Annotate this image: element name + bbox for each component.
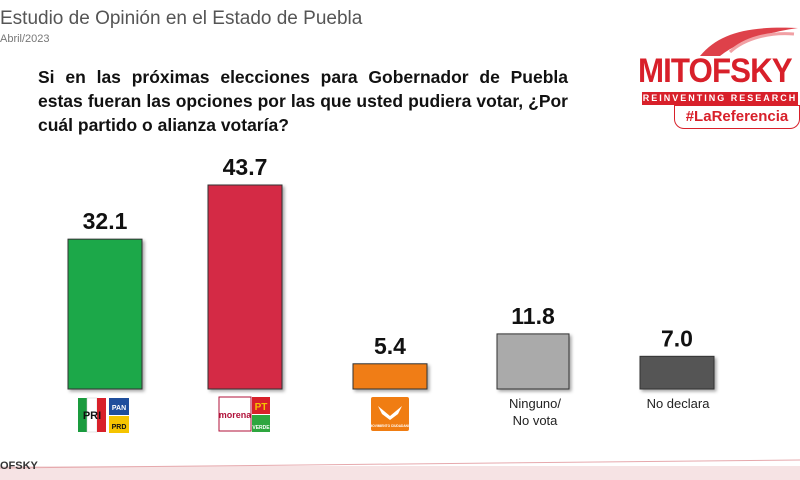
prd-text: PRD	[112, 424, 127, 431]
page-title: Estudio de Opinión en el Estado de Puebl…	[0, 8, 363, 29]
morena-text: morena	[219, 410, 253, 420]
bar-1	[207, 184, 283, 390]
bar-2	[352, 363, 428, 390]
pt-text: PT	[255, 402, 268, 413]
value-label-1: 43.7	[223, 154, 268, 180]
logo-subtitle: REINVENTING RESEARCH	[642, 92, 798, 105]
logo-name: MITOFSKY	[638, 52, 793, 90]
footer-logo: OFSKY	[0, 460, 38, 472]
pan-text: PAN	[112, 405, 126, 412]
category-label-3: Ninguno/ No vota	[508, 396, 562, 428]
verde-text: VERDE	[252, 425, 270, 431]
mitofsky-logo: MITOFSKY REINVENTING RESEARCH #LaReferen…	[630, 22, 800, 130]
bar-0	[67, 238, 143, 390]
value-label-3: 11.8	[511, 303, 555, 329]
swoosh-icon	[700, 27, 798, 56]
mc-text: MOVIMIENTO CIUDADANO	[370, 424, 411, 428]
study-date: Abril/2023	[0, 33, 50, 45]
pri-text: PRI	[83, 410, 101, 422]
value-label-0: 32.1	[83, 208, 128, 234]
category-label-4: No declara	[646, 396, 710, 411]
value-label-2: 5.4	[374, 333, 406, 359]
survey-question: Si en las próximas elecciones para Gober…	[38, 67, 568, 135]
value-label-4: 7.0	[661, 325, 693, 351]
pri-pan-prd-logo: PRI PAN PRD	[78, 397, 129, 433]
footer-band	[0, 459, 800, 480]
movimiento-ciudadano-logo: MOVIMIENTO CIUDADANO	[370, 397, 411, 431]
bar-3	[496, 333, 570, 390]
bar-4	[639, 355, 715, 390]
